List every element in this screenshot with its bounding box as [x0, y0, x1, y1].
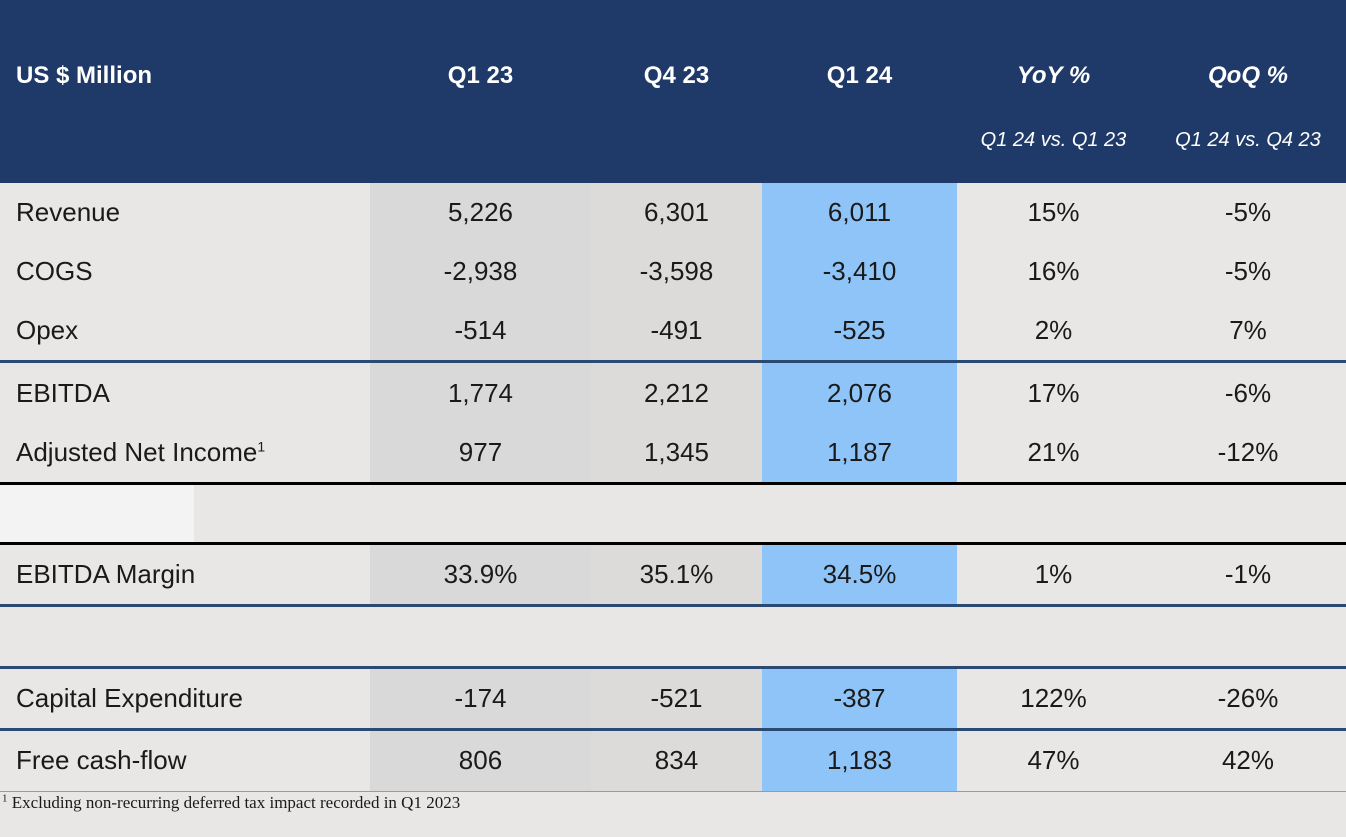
- row-label: EBITDA Margin: [16, 559, 196, 589]
- cell-yoy: 2%: [1034, 315, 1073, 345]
- cell-qoq: -5%: [1224, 197, 1272, 227]
- footnote-marker: 1: [257, 438, 266, 455]
- header-sub-yoy: Q1 24 vs. Q1 23: [980, 129, 1127, 151]
- cell-q1-23: -2,938: [443, 256, 518, 286]
- cell-yoy: 15%: [1027, 197, 1080, 227]
- col-bg-q4-23-margin: [591, 545, 762, 604]
- col-bg-q4-23-top: [591, 183, 762, 482]
- header-col-q1-24: Q1 24: [826, 62, 893, 89]
- row-label-text: Adjusted Net Income: [16, 437, 258, 467]
- cell-q4-23: -521: [650, 683, 703, 713]
- table-header: US $ Million Q1 23 Q4 23 Q1 24 YoY % QoQ…: [0, 0, 1346, 183]
- row-label: COGS: [16, 256, 93, 286]
- cell-yoy: 122%: [1020, 683, 1087, 713]
- cell-q1-23: 1,774: [447, 378, 514, 408]
- table-row-free-cash-flow: Free cash-flow 806 834 1,183 47% 42%: [0, 731, 1346, 790]
- table-row-revenue: Revenue 5,226 6,301 6,011 15% -5%: [0, 183, 1346, 242]
- cell-yoy: 47%: [1027, 745, 1080, 775]
- cell-qoq: -12%: [1217, 437, 1279, 467]
- cell-q1-23: -174: [454, 683, 507, 713]
- col-bg-q1-24-margin: [762, 545, 957, 604]
- row-label: Opex: [16, 315, 79, 345]
- table-row-adjusted-net-income: Adjusted Net Income1 977 1,345 1,187 21%…: [0, 423, 1346, 482]
- cell-q1-24: -525: [833, 315, 886, 345]
- cell-q4-23: 6,301: [643, 197, 710, 227]
- cell-q4-23: -491: [650, 315, 703, 345]
- row-label: Revenue: [16, 197, 121, 227]
- cell-qoq: -26%: [1217, 683, 1279, 713]
- spacer-light-block: [0, 485, 194, 542]
- cell-qoq: 7%: [1229, 315, 1267, 345]
- cell-yoy: 17%: [1027, 378, 1080, 408]
- cell-q1-23: -514: [454, 315, 507, 345]
- table-row-cogs: COGS -2,938 -3,598 -3,410 16% -5%: [0, 242, 1346, 301]
- cell-q1-24: 1,187: [826, 437, 893, 467]
- cell-yoy: 1%: [1034, 559, 1073, 589]
- header-col-q1-23: Q1 23: [447, 62, 514, 89]
- row-label: Adjusted Net Income1: [16, 423, 265, 482]
- divider-line-thin: [0, 791, 1346, 792]
- cell-q4-23: 834: [654, 745, 699, 775]
- cell-q1-23: 977: [458, 437, 503, 467]
- cell-qoq: 42%: [1221, 745, 1275, 775]
- row-label: Capital Expenditure: [16, 683, 243, 713]
- divider-line-black: [0, 482, 1346, 485]
- divider-line: [0, 666, 1346, 669]
- cell-q1-24: -387: [833, 683, 886, 713]
- divider-line-black: [0, 542, 1346, 545]
- cell-q4-23: 2,212: [643, 378, 710, 408]
- cell-q1-24: 6,011: [827, 197, 892, 227]
- divider-line: [0, 604, 1346, 607]
- header-col-qoq: QoQ %: [1207, 62, 1288, 89]
- cell-q1-24: 2,076: [826, 378, 893, 408]
- col-bg-q1-24-top: [762, 183, 957, 482]
- divider-line: [0, 360, 1346, 363]
- row-label: Free cash-flow: [16, 745, 187, 775]
- footnote-marker: 1: [2, 792, 8, 805]
- table-row-ebitda: EBITDA 1,774 2,212 2,076 17% -6%: [0, 364, 1346, 423]
- cell-q1-24: 34.5%: [822, 559, 897, 589]
- divider-line: [0, 728, 1346, 731]
- cell-qoq: -5%: [1224, 256, 1272, 286]
- header-col-yoy: YoY %: [1016, 62, 1091, 89]
- cell-yoy: 21%: [1027, 437, 1080, 467]
- header-col-q4-23: Q4 23: [643, 62, 710, 89]
- cell-q1-23: 33.9%: [443, 559, 518, 589]
- col-bg-q1-23-top: [370, 183, 591, 482]
- cell-yoy: 16%: [1027, 256, 1080, 286]
- table-row-opex: Opex -514 -491 -525 2% 7%: [0, 301, 1346, 360]
- table-row-capex: Capital Expenditure -174 -521 -387 122% …: [0, 669, 1346, 728]
- cell-qoq: -1%: [1224, 559, 1272, 589]
- footnote: 1 Excluding non-recurring deferred tax i…: [2, 793, 460, 813]
- table-row-ebitda-margin: EBITDA Margin 33.9% 35.1% 34.5% 1% -1%: [0, 545, 1346, 604]
- cell-qoq: -6%: [1224, 378, 1272, 408]
- col-bg-q1-23-margin: [370, 545, 591, 604]
- header-sub-qoq: Q1 24 vs. Q4 23: [1175, 129, 1321, 151]
- header-unit-label: US $ Million: [16, 62, 153, 89]
- cell-q4-23: 35.1%: [639, 559, 714, 589]
- cell-q1-23: 5,226: [447, 197, 514, 227]
- footnote-text: Excluding non-recurring deferred tax imp…: [11, 793, 461, 812]
- cell-q4-23: 1,345: [643, 437, 710, 467]
- cell-q1-24: 1,183: [826, 745, 893, 775]
- row-label: EBITDA: [16, 378, 110, 408]
- cell-q1-23: 806: [458, 745, 503, 775]
- cell-q1-24: -3,410: [822, 256, 897, 286]
- cell-q4-23: -3,598: [639, 256, 714, 286]
